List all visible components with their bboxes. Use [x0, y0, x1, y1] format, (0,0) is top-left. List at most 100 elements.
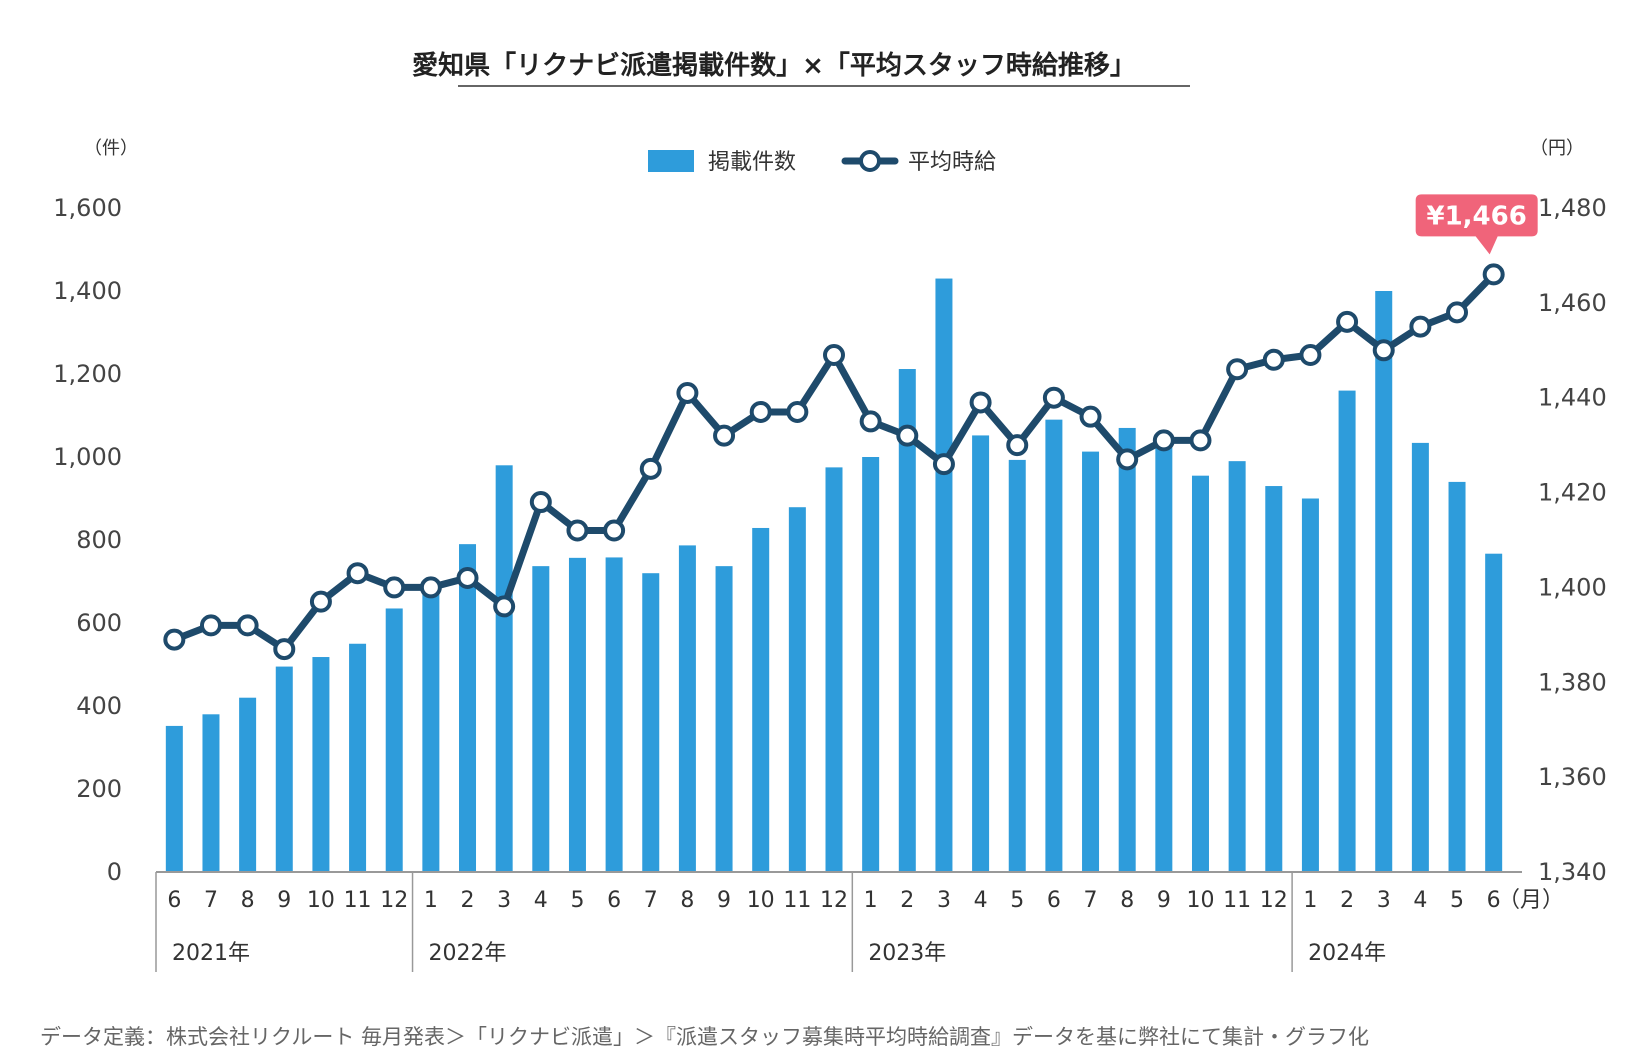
callout-label: ¥1,466 [1427, 201, 1527, 231]
bar [202, 714, 220, 872]
right-axis-tick-label: 1,480 [1538, 194, 1607, 222]
x-axis [155, 871, 1522, 972]
left-axis-tick-label: 200 [76, 775, 122, 803]
bar [1008, 459, 1026, 872]
wage-point [786, 400, 809, 423]
bar [972, 435, 990, 872]
bar [788, 507, 806, 872]
bar [1375, 291, 1393, 872]
x-tick-label: 11 [1223, 888, 1251, 913]
wage-point [749, 400, 772, 423]
footnote: データ定義：株式会社リクルート 毎月発表＞「リクナビ派遣」＞『派遣スタッフ募集時… [40, 1025, 1369, 1049]
bar [165, 725, 183, 872]
month-unit: （月） [1498, 888, 1564, 913]
wage-point [1152, 429, 1175, 452]
left-axis-tick-label: 800 [76, 526, 122, 554]
bar [1338, 390, 1356, 872]
bar [422, 585, 440, 872]
x-tick-label: 9 [717, 888, 731, 913]
left-axis-tick-label: 1,000 [53, 443, 122, 471]
wage-point [713, 424, 736, 447]
wage-point [1482, 263, 1505, 286]
x-tick-label: 9 [1157, 888, 1171, 913]
x-tick-label: 12 [820, 888, 848, 913]
bar [1228, 461, 1246, 872]
bar [349, 643, 367, 872]
year-label: 2024年 [1308, 941, 1386, 966]
bar [935, 278, 953, 872]
bar [1265, 486, 1283, 872]
x-tick-label: 10 [307, 888, 335, 913]
right-axis-tick-label: 1,440 [1538, 384, 1607, 412]
left-axis-tick-label: 1,400 [53, 277, 122, 305]
x-tick-label: 5 [1450, 888, 1464, 913]
bar [495, 465, 513, 872]
wage-point [566, 519, 589, 542]
x-tick-label: 2 [461, 888, 475, 913]
x-tick-label: 10 [1186, 888, 1214, 913]
x-tick-label: 3 [497, 888, 511, 913]
bar [678, 545, 696, 872]
x-tick-label: 12 [1260, 888, 1288, 913]
right-axis-tick-label: 1,420 [1538, 479, 1607, 507]
x-tick-label: 4 [534, 888, 548, 913]
left-axis-unit: （件） [84, 138, 138, 159]
year-label: 2021年 [172, 941, 250, 966]
x-tick-label: 6 [167, 888, 181, 913]
left-axis-tick-label: 600 [76, 609, 122, 637]
wage-point [1116, 448, 1139, 471]
wage-point [859, 410, 882, 433]
x-tick-label: 1 [864, 888, 878, 913]
legend-bar-swatch [648, 150, 694, 172]
x-tick-label: 2 [1340, 888, 1354, 913]
bar [642, 573, 660, 872]
wage-point [346, 562, 369, 585]
x-tick-label: 6 [1487, 888, 1501, 913]
right-axis-tick-label: 1,380 [1538, 668, 1607, 696]
x-tick-label: 8 [680, 888, 694, 913]
x-tick-label: 6 [1047, 888, 1061, 913]
x-tick-label: 8 [241, 888, 255, 913]
x-tick-label: 2 [900, 888, 914, 913]
x-tick-label: 3 [937, 888, 951, 913]
wage-point [676, 381, 699, 404]
bar [1155, 440, 1173, 872]
wage-point [1409, 315, 1432, 338]
bar [385, 608, 403, 872]
bar [825, 467, 843, 872]
wage-point [1299, 344, 1322, 367]
wage-point [823, 344, 845, 367]
x-tick-label: 9 [277, 888, 291, 913]
right-axis-tick-label: 1,460 [1538, 289, 1607, 317]
x-tick-label: 7 [204, 888, 218, 913]
x-tick-label: 12 [380, 888, 408, 913]
legend-line-marker [859, 150, 881, 172]
year-label: 2023年 [868, 941, 946, 966]
right-axis-tick-label: 1,360 [1538, 763, 1607, 791]
wage-point [383, 576, 406, 599]
wage-point [896, 424, 919, 447]
wage-point [309, 590, 332, 613]
bar [1082, 451, 1100, 872]
legend-line-label: 平均時給 [908, 150, 996, 175]
wage-point [1262, 348, 1285, 371]
bar [459, 544, 477, 872]
wage-point [456, 566, 479, 589]
wage-point [639, 457, 662, 480]
x-tick-label: 4 [974, 888, 988, 913]
chart-title: 愛知県「リクナビ派遣掲載件数」×「平均スタッフ時給推移」 [412, 50, 1136, 81]
line-series [163, 263, 1505, 661]
wage-point [236, 614, 259, 637]
x-tick-label: 6 [607, 888, 621, 913]
wage-point [932, 453, 955, 476]
wage-point [1372, 339, 1395, 362]
bar [1045, 419, 1063, 872]
x-tick-label: 5 [1010, 888, 1024, 913]
wage-point [1446, 301, 1469, 324]
bar [239, 697, 257, 872]
bar [1448, 481, 1466, 872]
bar [715, 566, 733, 872]
right-axis-tick-label: 1,340 [1538, 858, 1607, 886]
x-tick-label: 5 [570, 888, 584, 913]
